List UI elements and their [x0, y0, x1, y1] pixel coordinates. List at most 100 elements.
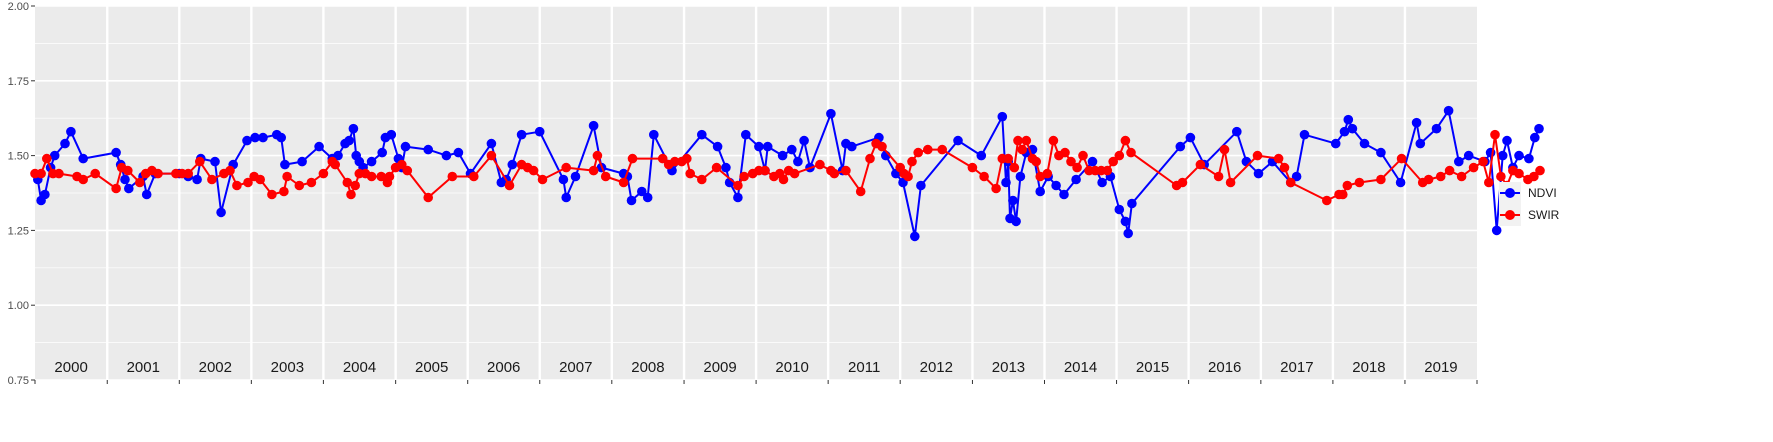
year-label: 2015 [1136, 359, 1169, 376]
ndvi-point [588, 120, 599, 131]
swir-point [685, 168, 695, 179]
swir-point [877, 141, 887, 152]
ndvi-point [78, 153, 88, 164]
swir-point [841, 165, 851, 176]
ndvi-point [1175, 141, 1186, 152]
swir-point [1108, 156, 1118, 167]
ndvi-point [1497, 150, 1508, 161]
swir-point [1017, 144, 1027, 155]
ndvi-point [516, 129, 527, 140]
ndvi-point [49, 150, 60, 161]
ndvi-point [120, 174, 130, 185]
ndvi-point [1530, 132, 1540, 143]
year-label: 2016 [1208, 359, 1241, 376]
swir-point [697, 174, 707, 185]
ndvi-point [1114, 204, 1125, 215]
ndvi-point [344, 135, 354, 146]
ndvi-point [1185, 132, 1196, 143]
swir-point [913, 147, 923, 158]
ndvi-point [386, 129, 397, 140]
swir-point [1354, 177, 1365, 188]
swir-point [1066, 156, 1076, 167]
swir-point [1435, 171, 1446, 182]
ndvi-point [1241, 156, 1252, 167]
ndvi-point [40, 189, 50, 200]
year-label: 2010 [775, 359, 808, 376]
swir-point [1484, 177, 1494, 188]
ndvi-point [1001, 177, 1011, 188]
swir-point [1529, 171, 1539, 182]
swir-point [54, 168, 64, 179]
swir-point [815, 159, 825, 170]
ndvi-point [60, 138, 70, 149]
swir-point [1285, 177, 1296, 188]
swir-point [537, 174, 548, 185]
legend-label-ndvi: NDVI [1528, 186, 1557, 200]
y-tick-label: 2.00 [8, 1, 29, 13]
year-label: 2009 [703, 359, 736, 376]
swir-point [330, 159, 341, 170]
ndvi-point [1395, 177, 1406, 188]
year-label: 2019 [1424, 359, 1457, 376]
swir-point [294, 180, 305, 191]
ndvi-point [1534, 123, 1544, 134]
swir-point [561, 162, 571, 173]
ndvi-point [534, 126, 545, 137]
year-label: 2014 [1064, 359, 1097, 376]
ndvi-point [741, 129, 751, 140]
swir-point [376, 171, 387, 182]
year-label: 2008 [631, 359, 664, 376]
swir-point [733, 180, 743, 191]
swir-point [903, 171, 913, 182]
ndvi-point [1431, 123, 1442, 134]
swir-point [739, 171, 749, 182]
swir-point [711, 162, 722, 173]
ndvi-point [1339, 126, 1350, 137]
ndvi-point [348, 123, 359, 134]
swir-point [36, 168, 46, 179]
ndvi-point [712, 141, 723, 152]
ndvi-point [441, 150, 452, 161]
swir-point [42, 153, 52, 164]
ndvi-point [762, 141, 773, 152]
swir-point [267, 189, 277, 200]
swir-point [1219, 144, 1230, 155]
ndvi-point [192, 174, 202, 185]
ndvi-point [1376, 147, 1386, 158]
major-gridlines [35, 5, 1477, 381]
ndvi-point [1051, 180, 1061, 191]
ndvi-point [377, 147, 388, 158]
ndvi-point [799, 135, 809, 146]
ndvi-point [1127, 198, 1137, 209]
swir-point [123, 165, 133, 176]
legend: NDVI SWIR [1499, 182, 1560, 226]
series-layer [30, 105, 1545, 242]
swir-point [1496, 171, 1506, 182]
ndvi-point [1097, 177, 1107, 188]
swir-point [342, 177, 353, 188]
ndvi-point [910, 231, 920, 242]
ndvi-point [1454, 156, 1464, 167]
ndvi-point [637, 186, 647, 197]
ndvi-point [1359, 138, 1370, 149]
ndvi-point [626, 195, 637, 206]
ndvi-point [1415, 138, 1426, 149]
ndvi-point [826, 108, 836, 119]
swir-point [1048, 135, 1059, 146]
ndvi-point [111, 147, 121, 158]
ndvi-point [787, 144, 797, 155]
swir-point [78, 174, 88, 185]
year-labels: 2000 2001 2002 2003 2004 2005 2006 2007 2008 2009… [54, 359, 1457, 376]
swir-point [855, 186, 866, 197]
swir-point [528, 165, 539, 176]
swir-point [627, 153, 638, 164]
swir-point [153, 168, 163, 179]
swir-point [923, 144, 933, 155]
ndvi-point [976, 150, 987, 161]
year-label: 2002 [199, 359, 232, 376]
ndvi-point [1059, 189, 1069, 200]
ndvi-point [216, 207, 226, 218]
ndvi-point [733, 192, 743, 203]
ndvi-point [793, 156, 803, 167]
year-label: 2017 [1280, 359, 1313, 376]
